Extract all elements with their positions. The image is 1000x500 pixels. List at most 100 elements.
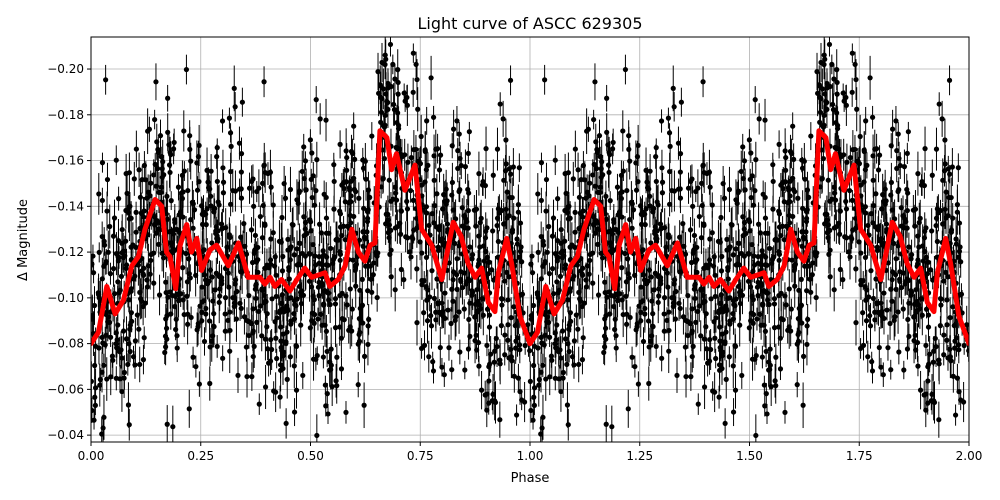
data-point — [941, 332, 947, 338]
data-point — [944, 337, 950, 343]
data-point — [176, 212, 182, 218]
data-point — [119, 388, 125, 395]
data-point — [559, 328, 566, 334]
data-point — [856, 239, 862, 245]
data-point — [857, 133, 863, 140]
data-point — [912, 206, 919, 212]
data-point — [450, 298, 456, 304]
data-point — [917, 387, 924, 393]
data-point — [451, 126, 457, 132]
data-point — [284, 376, 290, 382]
data-point — [708, 346, 714, 353]
data-point — [265, 170, 271, 177]
data-point — [844, 159, 850, 165]
data-point — [361, 234, 368, 240]
data-point — [331, 178, 337, 185]
data-point — [658, 118, 665, 124]
data-point — [323, 117, 329, 123]
data-point — [942, 137, 948, 143]
data-point — [284, 303, 290, 309]
data-point — [296, 189, 302, 196]
data-point — [609, 424, 615, 430]
data-point — [946, 77, 953, 83]
data-point — [462, 164, 469, 170]
data-point — [762, 215, 769, 221]
data-point — [235, 372, 241, 379]
data-point — [896, 155, 902, 162]
data-point — [142, 300, 148, 306]
data-point — [821, 52, 827, 58]
data-point — [867, 323, 874, 329]
data-point — [891, 240, 897, 247]
data-point — [792, 283, 798, 289]
data-point — [609, 146, 616, 152]
data-point — [777, 366, 784, 372]
data-point — [653, 145, 659, 151]
data-point — [184, 293, 190, 299]
data-point — [953, 335, 960, 341]
data-point — [915, 363, 921, 369]
data-point — [947, 171, 953, 177]
data-point — [862, 167, 868, 173]
data-point — [180, 297, 186, 303]
data-point — [602, 279, 608, 285]
data-point — [712, 293, 718, 300]
data-point — [612, 326, 618, 333]
data-point — [600, 172, 606, 178]
data-point — [788, 306, 794, 312]
data-point — [353, 283, 359, 289]
data-point — [644, 179, 650, 185]
data-point — [369, 289, 375, 295]
data-point — [300, 372, 306, 379]
data-point — [670, 85, 676, 91]
data-point — [133, 209, 139, 215]
data-point — [506, 355, 512, 361]
data-point — [514, 335, 521, 341]
data-point — [560, 375, 566, 381]
data-point — [390, 61, 396, 67]
data-point — [504, 215, 510, 221]
data-point — [466, 316, 472, 323]
data-point — [502, 332, 508, 338]
data-point — [426, 354, 432, 360]
data-point — [308, 176, 314, 183]
data-point — [622, 66, 629, 73]
data-point — [627, 314, 633, 321]
data-point — [868, 268, 874, 274]
data-point — [945, 355, 951, 361]
data-point — [879, 309, 885, 315]
data-point — [410, 89, 416, 95]
data-point — [664, 270, 670, 276]
data-point — [428, 323, 435, 329]
data-point — [617, 291, 623, 297]
data-point — [448, 320, 454, 327]
data-point — [592, 79, 598, 85]
data-point — [872, 317, 878, 323]
data-point — [623, 279, 630, 285]
data-point — [695, 401, 701, 407]
data-point — [814, 69, 820, 75]
data-point — [759, 248, 765, 254]
data-point — [145, 263, 151, 269]
data-point — [633, 327, 639, 333]
data-point — [416, 158, 422, 164]
data-point — [822, 221, 828, 227]
data-point — [669, 187, 675, 194]
data-point — [943, 215, 949, 221]
data-point — [288, 321, 294, 327]
data-point — [443, 186, 449, 192]
data-point — [347, 286, 353, 292]
data-point — [220, 355, 226, 361]
data-point — [210, 298, 216, 304]
data-point — [919, 312, 925, 318]
data-point — [501, 177, 507, 183]
data-point — [262, 384, 269, 390]
data-point — [117, 349, 123, 355]
data-point — [96, 345, 102, 351]
data-point — [944, 297, 950, 303]
data-point — [433, 224, 439, 230]
data-point — [716, 394, 722, 400]
data-point — [540, 242, 547, 248]
data-point — [320, 354, 326, 360]
